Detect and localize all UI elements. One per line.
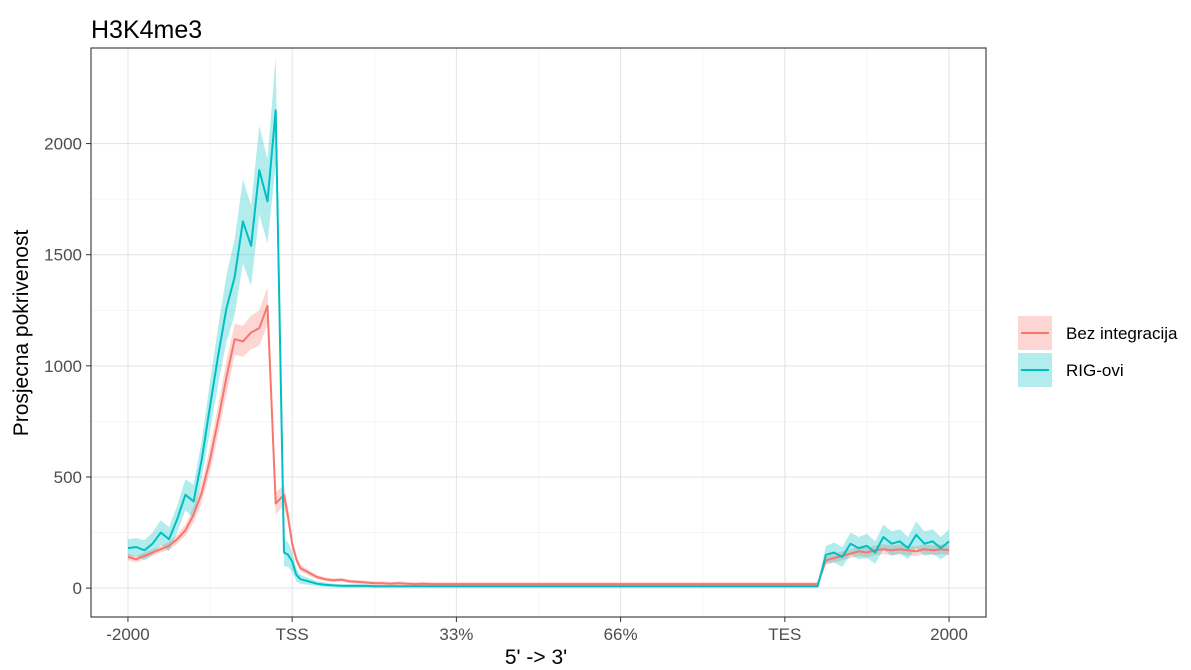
legend-label-1: RIG-ovi — [1066, 361, 1124, 380]
y-tick-label: 2000 — [44, 135, 82, 154]
band-series-0 — [127, 286, 950, 586]
x-tick-label: TSS — [276, 625, 309, 644]
y-tick-label: 0 — [73, 579, 82, 598]
y-tick-label: 500 — [54, 468, 82, 487]
legend-label-0: Bez integracija — [1066, 324, 1178, 343]
y-tick-label: 1000 — [44, 357, 82, 376]
band-series-1 — [127, 56, 950, 588]
grid-minor — [91, 48, 986, 617]
y-axis-ticks: 0 500 1000 1500 2000 — [44, 135, 91, 598]
x-tick-label: 33% — [439, 625, 473, 644]
x-tick-label: TES — [768, 625, 801, 644]
x-axis-title: 5' -> 3' — [505, 646, 567, 669]
x-tick-label: 2000 — [930, 625, 968, 644]
grid-major — [91, 48, 986, 617]
confidence-bands — [127, 56, 950, 588]
line-series-0 — [127, 304, 950, 586]
series-lines — [127, 109, 950, 588]
chart-title: H3K4me3 — [91, 16, 202, 44]
y-axis-title: Prosjecna pokrivenost — [10, 230, 33, 437]
y-tick-label: 1500 — [44, 246, 82, 265]
x-axis-ticks: -2000 TSS 33% 66% TES 2000 — [106, 617, 968, 644]
line-series-1 — [127, 109, 950, 588]
x-tick-label: -2000 — [106, 625, 149, 644]
x-tick-label: 66% — [604, 625, 638, 644]
panel-border — [90, 47, 987, 618]
legend: Bez integracija RIG-ovi — [1018, 316, 1178, 387]
